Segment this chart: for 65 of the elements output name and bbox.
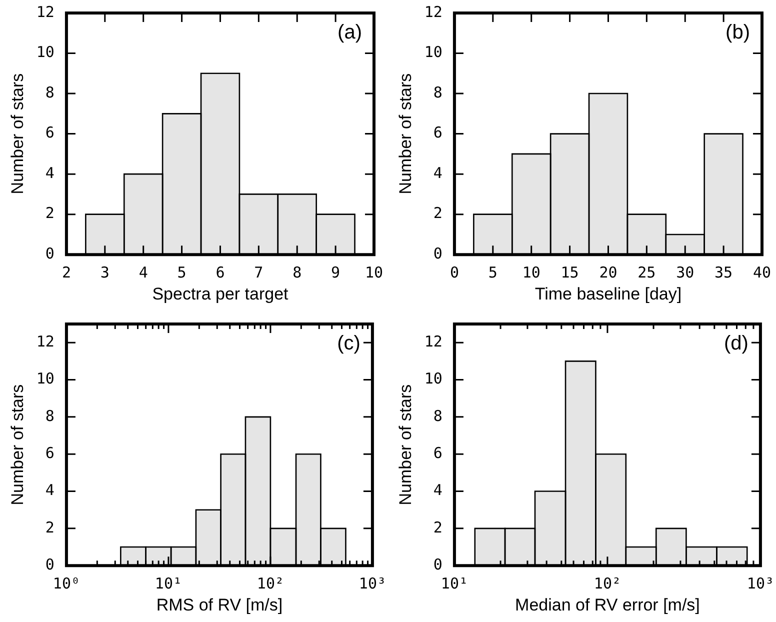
x-tick-label: 15 — [560, 263, 579, 282]
x-tick-label: 7 — [254, 263, 264, 282]
y-tick-label: 0 — [45, 555, 54, 574]
x-tick-label: 6 — [216, 263, 225, 282]
x-tick-label: 10² — [594, 574, 622, 592]
y-tick-label: 8 — [45, 83, 54, 102]
y-tick-label: 8 — [45, 406, 54, 425]
y-tick-label: 4 — [45, 164, 54, 182]
y-tick-label: 8 — [433, 83, 442, 102]
y-tick-label: 6 — [45, 124, 54, 142]
annotation: (c) — [337, 332, 360, 355]
x-tick-label: 10² — [256, 574, 284, 592]
y-tick-label: 10 — [424, 43, 442, 62]
x-tick-label: 10 — [364, 263, 384, 282]
x-tick-label: 10¹ — [440, 574, 468, 592]
y-tick-label: 6 — [433, 124, 442, 142]
x-tick-label: 25 — [638, 263, 656, 282]
y-tick-label: 4 — [45, 481, 54, 500]
y-tick-label: 4 — [433, 164, 442, 182]
y-axis-title: Number of stars — [396, 384, 415, 506]
y-tick-label: 4 — [433, 481, 442, 500]
x-tick-label: 35 — [714, 263, 733, 282]
y-axis-title: Number of stars — [396, 73, 415, 194]
y-axis-title: Number of stars — [8, 73, 27, 194]
x-axis-title: Spectra per target — [152, 284, 289, 304]
x-tick-label: 10³ — [746, 574, 774, 592]
y-tick-label: 2 — [433, 204, 442, 222]
y-tick-label: 6 — [45, 444, 54, 462]
x-tick-label: 8 — [292, 263, 302, 282]
y-tick-label: 8 — [433, 406, 442, 425]
y-tick-label: 12 — [36, 2, 54, 21]
y-tick-label: 0 — [45, 244, 54, 262]
x-axis-title: RMS of RV [m/s] — [156, 595, 283, 614]
annotation: (a) — [338, 22, 362, 44]
x-tick-label: 4 — [138, 263, 148, 282]
y-tick-label: 12 — [424, 2, 442, 21]
y-tick-label: 10 — [424, 370, 442, 388]
x-tick-label: 40 — [752, 263, 772, 282]
x-tick-label: 2 — [62, 263, 71, 282]
x-tick-label: 3 — [100, 263, 110, 282]
y-tick-label: 12 — [424, 332, 442, 350]
x-tick-label: 9 — [331, 263, 340, 282]
y-tick-label: 6 — [433, 444, 442, 462]
y-tick-label: 2 — [45, 518, 54, 536]
x-axis-title: Median of RV error [m/s] — [515, 595, 700, 614]
x-tick-label: 20 — [599, 263, 618, 282]
x-tick-label: 0 — [450, 263, 459, 282]
x-tick-label: 10¹ — [154, 574, 182, 592]
x-axis-title: Time baseline [day] — [534, 284, 682, 304]
x-tick-label: 30 — [676, 263, 694, 282]
x-tick-label: 10³ — [358, 574, 386, 592]
annotation: (b) — [726, 22, 750, 44]
y-tick-label: 2 — [45, 204, 54, 222]
annotation: (d) — [724, 332, 748, 355]
x-tick-label: 5 — [488, 263, 498, 282]
x-tick-label: 5 — [177, 263, 186, 282]
x-tick-label: 10 — [522, 263, 540, 282]
y-axis-title: Number of stars — [8, 384, 27, 506]
y-tick-label: 10 — [36, 370, 54, 388]
y-tick-label: 0 — [433, 244, 442, 262]
x-tick-label: 10⁰ — [52, 574, 80, 592]
y-tick-label: 10 — [36, 43, 54, 62]
y-tick-label: 0 — [433, 555, 442, 574]
y-tick-label: 2 — [433, 518, 442, 536]
y-tick-label: 12 — [36, 332, 54, 350]
